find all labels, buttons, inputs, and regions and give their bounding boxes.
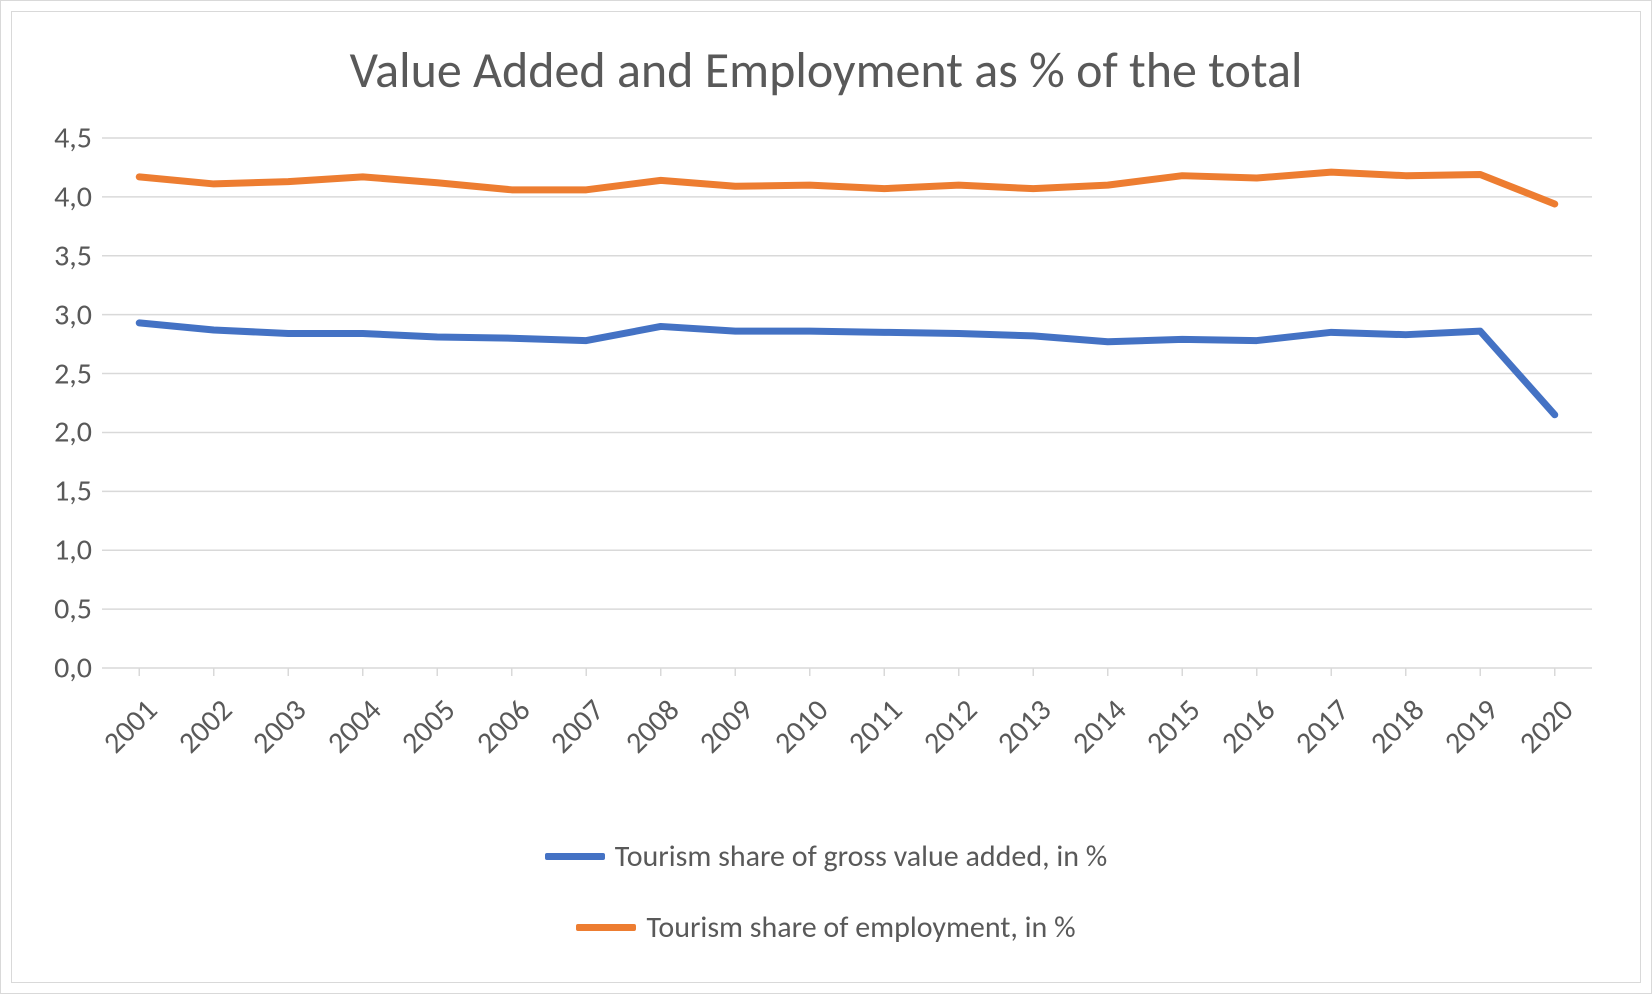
x-tick-label: 2014	[1058, 692, 1134, 768]
x-tick-label: 2016	[1207, 692, 1283, 768]
x-tick-label: 2001	[90, 692, 166, 768]
x-tick-label: 2004	[313, 692, 389, 768]
x-tick-label: 2015	[1133, 692, 1209, 768]
chart-inner-border: Value Added and Employment as % of the t…	[11, 11, 1641, 983]
y-tick-label: 4,5	[12, 120, 92, 157]
y-tick-label: 0,0	[12, 650, 92, 687]
y-axis-labels: 0,00,51,01,52,02,53,03,54,04,5	[12, 138, 92, 668]
series-line-0	[139, 323, 1555, 415]
legend-item-1: Tourism share of employment, in %	[576, 909, 1075, 946]
legend-item-0: Tourism share of gross value added, in %	[545, 838, 1107, 875]
legend-label: Tourism share of gross value added, in %	[615, 838, 1107, 875]
chart-svg	[102, 138, 1592, 668]
chart-outer-border: Value Added and Employment as % of the t…	[0, 0, 1652, 994]
x-tick-label: 2018	[1356, 692, 1432, 768]
legend-swatch	[545, 853, 605, 860]
x-tick-label: 2010	[760, 692, 836, 768]
x-tick-label: 2013	[984, 692, 1060, 768]
x-tick-label: 2003	[239, 692, 315, 768]
x-axis-labels: 2001200220032004200520062007200820092010…	[102, 680, 1592, 840]
x-tick-label: 2006	[462, 692, 538, 768]
y-tick-label: 2,0	[12, 414, 92, 451]
y-tick-label: 2,5	[12, 355, 92, 392]
y-tick-label: 1,0	[12, 532, 92, 569]
y-tick-label: 4,0	[12, 178, 92, 215]
series-line-1	[139, 172, 1555, 204]
x-tick-label: 2009	[686, 692, 762, 768]
legend: Tourism share of gross value added, in %…	[12, 838, 1640, 946]
chart-title: Value Added and Employment as % of the t…	[12, 40, 1640, 101]
x-tick-label: 2020	[1505, 692, 1581, 768]
x-tick-label: 2002	[164, 692, 240, 768]
y-tick-label: 1,5	[12, 473, 92, 510]
y-tick-label: 3,5	[12, 237, 92, 274]
x-tick-label: 2011	[835, 692, 911, 768]
legend-swatch	[576, 924, 636, 931]
x-tick-label: 2007	[537, 692, 613, 768]
legend-label: Tourism share of employment, in %	[646, 909, 1075, 946]
x-tick-label: 2019	[1431, 692, 1507, 768]
y-tick-label: 0,5	[12, 591, 92, 628]
x-tick-label: 2005	[388, 692, 464, 768]
x-tick-label: 2012	[909, 692, 985, 768]
y-tick-label: 3,0	[12, 296, 92, 333]
plot-area	[102, 138, 1592, 668]
x-tick-label: 2008	[611, 692, 687, 768]
x-tick-label: 2017	[1282, 692, 1358, 768]
